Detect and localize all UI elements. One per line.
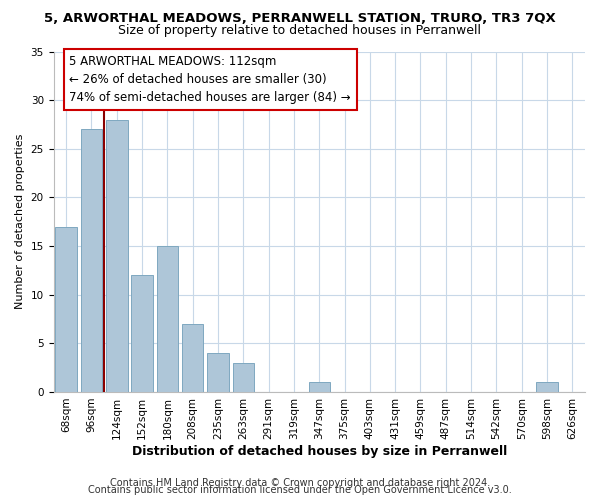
Text: 5 ARWORTHAL MEADOWS: 112sqm
← 26% of detached houses are smaller (30)
74% of sem: 5 ARWORTHAL MEADOWS: 112sqm ← 26% of det… bbox=[70, 55, 351, 104]
Bar bbox=[81, 130, 102, 392]
Bar bbox=[157, 246, 178, 392]
Bar bbox=[106, 120, 128, 392]
Text: Contains public sector information licensed under the Open Government Licence v3: Contains public sector information licen… bbox=[88, 485, 512, 495]
Bar bbox=[207, 353, 229, 392]
X-axis label: Distribution of detached houses by size in Perranwell: Distribution of detached houses by size … bbox=[131, 444, 507, 458]
Text: Size of property relative to detached houses in Perranwell: Size of property relative to detached ho… bbox=[119, 24, 482, 37]
Y-axis label: Number of detached properties: Number of detached properties bbox=[15, 134, 25, 310]
Bar bbox=[182, 324, 203, 392]
Bar bbox=[536, 382, 558, 392]
Bar bbox=[308, 382, 330, 392]
Bar bbox=[131, 275, 153, 392]
Text: Contains HM Land Registry data © Crown copyright and database right 2024.: Contains HM Land Registry data © Crown c… bbox=[110, 478, 490, 488]
Bar bbox=[55, 226, 77, 392]
Bar bbox=[233, 363, 254, 392]
Text: 5, ARWORTHAL MEADOWS, PERRANWELL STATION, TRURO, TR3 7QX: 5, ARWORTHAL MEADOWS, PERRANWELL STATION… bbox=[44, 12, 556, 26]
